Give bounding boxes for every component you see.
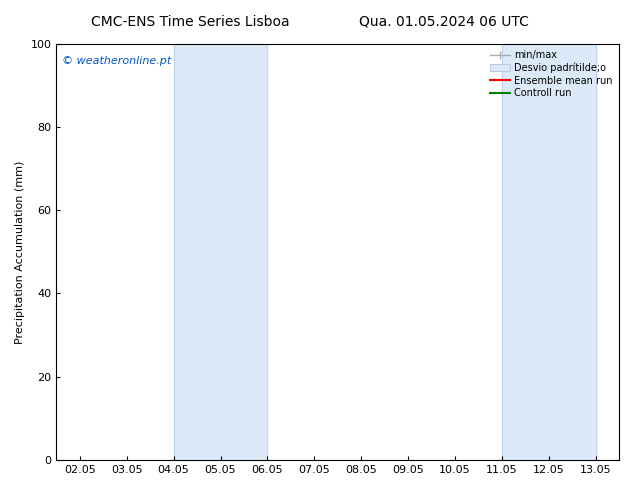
Y-axis label: Precipitation Accumulation (mm): Precipitation Accumulation (mm) [15, 160, 25, 343]
Legend: min/max, Desvio padrítilde;o, Ensemble mean run, Controll run: min/max, Desvio padrítilde;o, Ensemble m… [488, 49, 614, 100]
Text: © weatheronline.pt: © weatheronline.pt [62, 56, 171, 66]
Text: Qua. 01.05.2024 06 UTC: Qua. 01.05.2024 06 UTC [359, 15, 529, 29]
Bar [501, 44, 595, 460]
Bar [174, 44, 268, 460]
Text: CMC-ENS Time Series Lisboa: CMC-ENS Time Series Lisboa [91, 15, 290, 29]
